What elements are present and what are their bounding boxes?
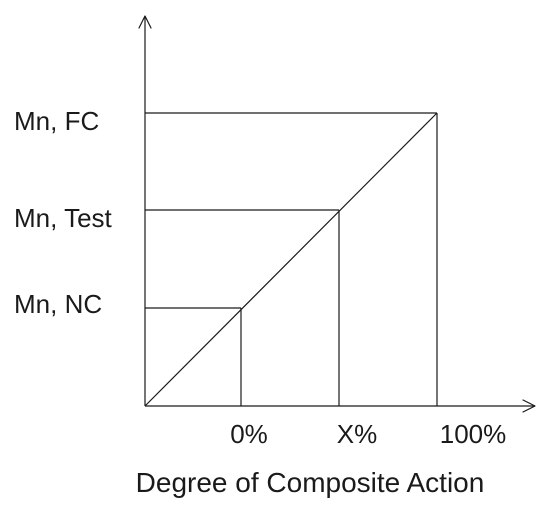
x-axis-arrow	[522, 399, 536, 413]
label-0-percent: 0%	[230, 419, 268, 449]
x-axis-title: Degree of Composite Action	[136, 467, 485, 498]
label-mn-test: Mn, Test	[14, 203, 113, 233]
label-mn-fc: Mn, FC	[14, 106, 99, 136]
label-100-percent: 100%	[440, 419, 507, 449]
y-axis-arrow	[138, 15, 152, 29]
diagonal-line	[144, 112, 438, 407]
label-mn-nc: Mn, NC	[14, 289, 102, 319]
label-x-percent: X%	[337, 419, 377, 449]
